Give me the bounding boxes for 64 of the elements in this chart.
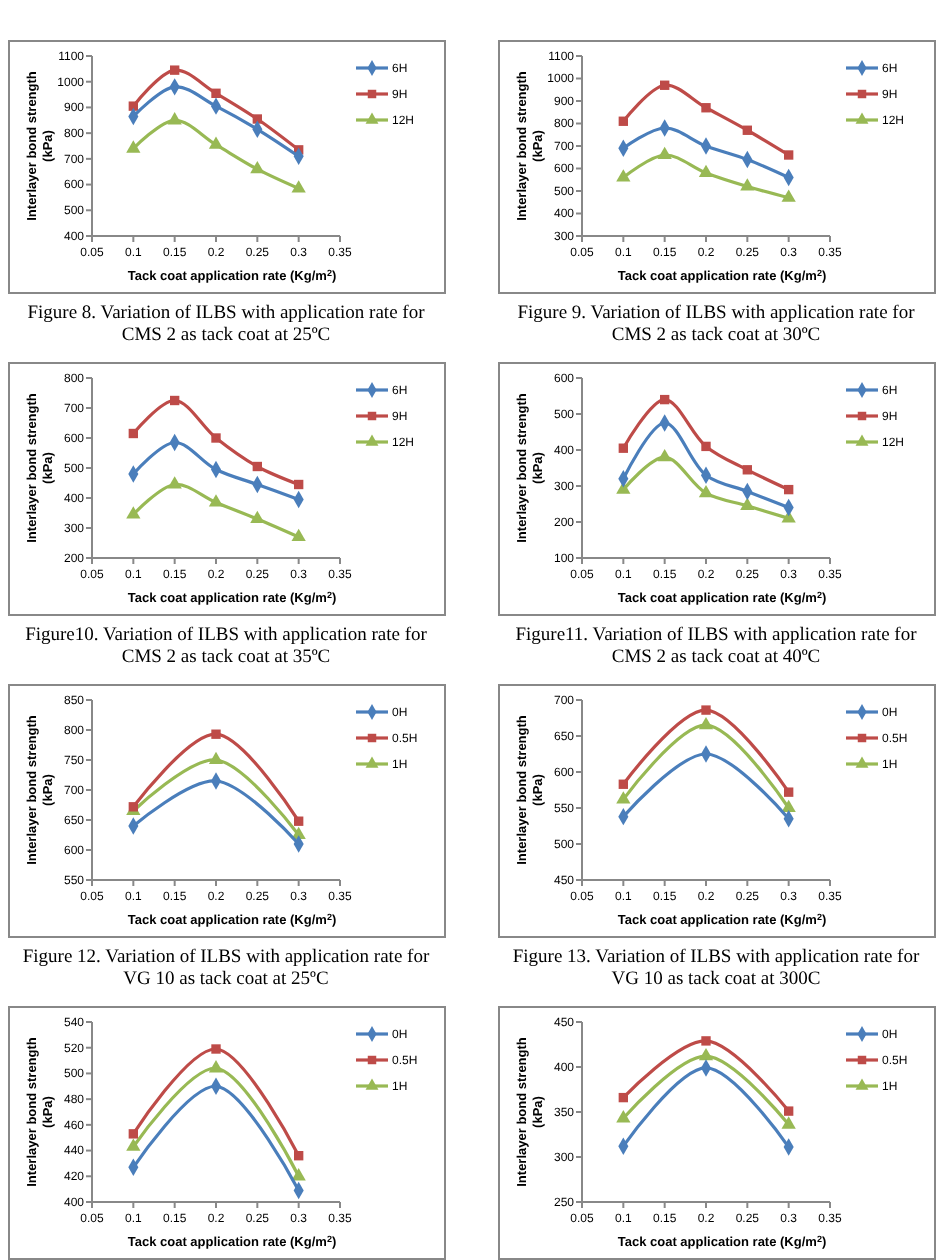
point [211, 1044, 221, 1054]
point [126, 140, 141, 153]
point [742, 125, 753, 135]
point [291, 180, 306, 193]
point [616, 1110, 631, 1123]
point [742, 465, 753, 475]
point [783, 1106, 794, 1116]
point [740, 178, 755, 191]
point [211, 88, 221, 98]
point [293, 479, 304, 490]
caption: Figure 9. Variation of ILBS with application rate for CMS 2 as tack coat at 30ºC [517, 304, 917, 346]
point [618, 1092, 629, 1103]
point [781, 799, 796, 813]
caption: Figure 13. Variation of ILBS with application rate for VG 10 as tack coat at 300C [512, 948, 921, 990]
point [252, 114, 263, 124]
point [167, 112, 182, 125]
point [616, 791, 631, 804]
point [169, 395, 180, 406]
point [659, 394, 670, 405]
point [128, 101, 139, 111]
point [783, 484, 794, 495]
point [250, 510, 265, 524]
point [250, 160, 265, 174]
point [781, 189, 796, 202]
point [126, 506, 141, 519]
point [618, 443, 629, 453]
caption: Figure 8. Variation of ILBS with application rate for CMS 2 as tack coat at 25ºC [27, 304, 427, 346]
point [657, 146, 672, 160]
point [657, 448, 672, 462]
point [618, 116, 629, 126]
point [291, 528, 306, 542]
caption: Figure10. Variation of ILBS with application rate for CMS 2 as tack coat at 35ºC [25, 626, 429, 668]
point [167, 476, 182, 489]
point [701, 1036, 711, 1046]
point [128, 1129, 139, 1139]
point [781, 1116, 796, 1129]
point [128, 428, 139, 439]
point [211, 729, 221, 739]
point [698, 716, 714, 730]
point [616, 169, 631, 182]
point [126, 1138, 141, 1151]
point [740, 497, 755, 510]
point [701, 103, 711, 113]
point [208, 494, 224, 507]
point [698, 484, 714, 498]
point [293, 816, 304, 826]
point [701, 705, 711, 715]
point [783, 150, 794, 160]
caption: Figure11. Variation of ILBS with application rate for CMS 2 as tack coat at 40ºC [515, 626, 919, 668]
point [698, 164, 714, 178]
point [208, 751, 224, 765]
point [208, 1060, 224, 1073]
point [293, 1151, 304, 1161]
caption: Figure 12. Variation of ILBS with application rate for VG 10 as tack coat at 25ºC [22, 948, 431, 990]
point [783, 787, 794, 797]
point [618, 779, 629, 789]
point [252, 461, 263, 472]
point [701, 441, 711, 452]
point [291, 1168, 306, 1181]
point [211, 433, 221, 443]
point [698, 1047, 714, 1061]
point [208, 136, 224, 149]
point [659, 80, 670, 90]
point [169, 65, 180, 75]
